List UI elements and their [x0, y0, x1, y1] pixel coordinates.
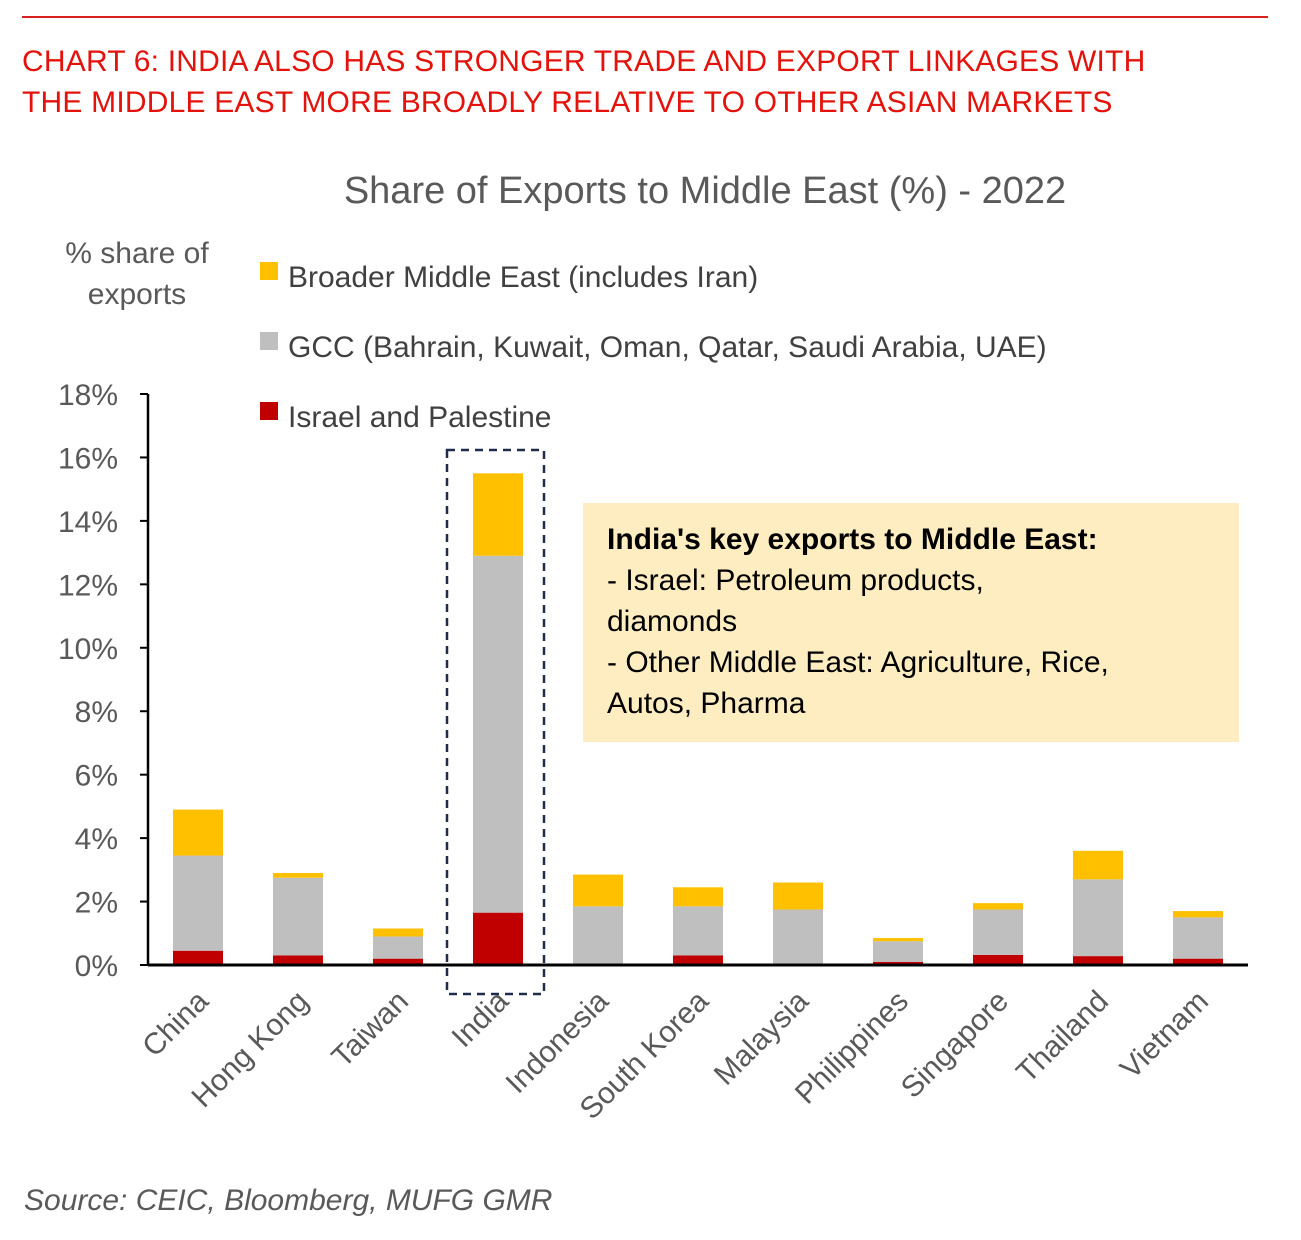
annotation-line-1: - Israel: Petroleum products,: [607, 564, 984, 597]
bar-south-korea-gcc: [673, 906, 723, 956]
bar-vietnam-broader: [1173, 911, 1223, 918]
bar-malaysia-broader: [773, 882, 823, 910]
y-axis: 0% 2% 4% 6% 8% 10% 12% 14% 16% 18%: [58, 379, 150, 983]
y-tick-label: 4%: [75, 823, 118, 856]
bar-indonesia-gcc: [573, 906, 623, 964]
x-label-taiwan: Taiwan: [326, 985, 415, 1074]
x-label-china: China: [136, 984, 215, 1063]
annotation-line-4: Autos, Pharma: [607, 687, 806, 720]
chart-heading: CHART 6: INDIA ALSO HAS STRONGER TRADE A…: [22, 41, 1282, 123]
bar-vietnam-gcc: [1173, 917, 1223, 959]
annotation-title: India's key exports to Middle East:: [607, 523, 1098, 556]
x-label-malaysia: Malaysia: [708, 984, 815, 1091]
y-tick-label: 0%: [75, 950, 118, 983]
y-tick-label: 2%: [75, 887, 118, 920]
bar-taiwan-israel: [373, 958, 423, 965]
source-note: Source: CEIC, Bloomberg, MUFG GMR: [24, 1184, 553, 1217]
legend-swatch-israel: [260, 402, 278, 420]
bar-indonesia-broader: [573, 874, 623, 907]
annotation-line-3: - Other Middle East: Agriculture, Rice,: [607, 646, 1109, 679]
chart-svg: Share of Exports to Middle East (%) - 20…: [58, 170, 1248, 1126]
x-label-singapore: Singapore: [895, 985, 1015, 1105]
bar-south-korea-israel: [673, 955, 723, 965]
bar-india-broader: [473, 473, 523, 556]
bar-vietnam-israel: [1173, 958, 1223, 965]
bar-singapore-gcc: [973, 909, 1023, 955]
y-axis-label-line-2: exports: [88, 278, 186, 311]
bar-south-korea-broader: [673, 887, 723, 907]
y-tick-label: 14%: [58, 506, 118, 539]
legend: Broader Middle East (includes Iran) GCC (…: [260, 261, 1047, 434]
legend-label-israel: Israel and Palestine: [288, 401, 552, 434]
bar-hong-kong-israel: [273, 955, 323, 965]
bars: [148, 473, 1248, 967]
bar-singapore-broader: [973, 903, 1023, 910]
bar-india-gcc: [473, 555, 523, 913]
y-tick-label: 16%: [58, 442, 118, 475]
y-tick-label: 12%: [58, 569, 118, 602]
bar-china-gcc: [173, 855, 223, 951]
bar-taiwan-gcc: [373, 936, 423, 959]
y-tick-label: 8%: [75, 696, 118, 729]
legend-swatch-broader: [260, 262, 278, 280]
annotation-box: India's key exports to Middle East: - Is…: [583, 503, 1239, 742]
bar-malaysia-gcc: [773, 909, 823, 964]
legend-label-broader: Broader Middle East (includes Iran): [288, 261, 758, 294]
bar-thailand-israel: [1073, 956, 1123, 965]
bar-philippines-israel: [873, 961, 923, 965]
x-label-vietnam: Vietnam: [1114, 985, 1215, 1086]
heading-line-1: CHART 6: INDIA ALSO HAS STRONGER TRADE A…: [22, 45, 1146, 78]
top-rule: [22, 16, 1268, 18]
bar-hong-kong-broader: [273, 873, 323, 878]
heading-line-2: THE MIDDLE EAST MORE BROADLY RELATIVE TO…: [22, 86, 1113, 119]
legend-label-gcc: GCC (Bahrain, Kuwait, Oman, Qatar, Saudi…: [288, 331, 1047, 364]
y-tick-label: 18%: [58, 379, 118, 412]
bar-china-israel: [173, 950, 223, 965]
x-label-thailand: Thailand: [1010, 985, 1115, 1090]
bar-singapore-israel: [973, 954, 1023, 965]
y-axis-label-line-1: % share of: [65, 237, 209, 270]
bar-india-israel: [473, 912, 523, 965]
bar-philippines-broader: [873, 938, 923, 942]
bar-taiwan-broader: [373, 928, 423, 937]
y-tick-label: 6%: [75, 760, 118, 793]
india-highlight-box: [445, 448, 546, 996]
annotation-line-2: diamonds: [607, 605, 738, 638]
bar-hong-kong-gcc: [273, 877, 323, 956]
bar-philippines-gcc: [873, 941, 923, 962]
y-tick-label: 10%: [58, 633, 118, 666]
bar-thailand-gcc: [1073, 879, 1123, 957]
bar-china-broader: [173, 809, 223, 856]
chart-title: Share of Exports to Middle East (%) - 20…: [344, 170, 1066, 212]
legend-swatch-gcc: [260, 332, 278, 350]
bar-thailand-broader: [1073, 850, 1123, 880]
